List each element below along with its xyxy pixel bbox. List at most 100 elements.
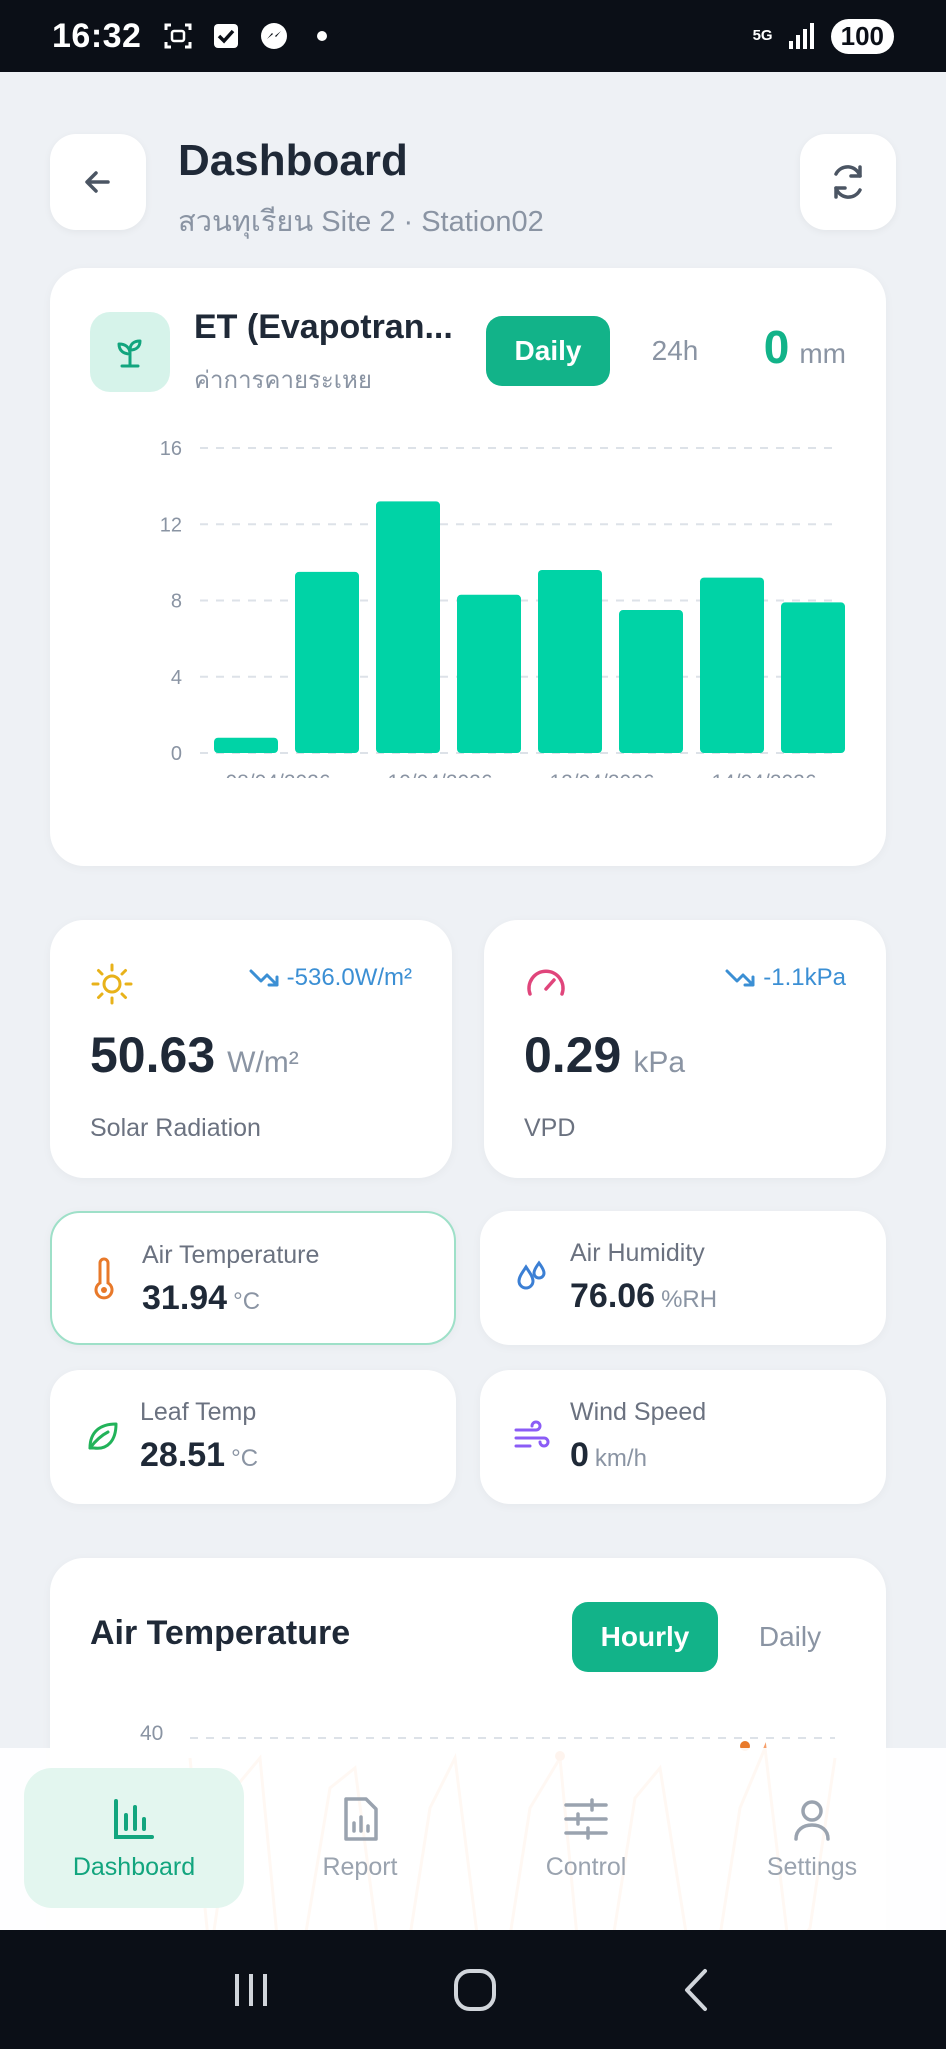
air-temperature-value: 31.94 °C — [142, 1279, 260, 1318]
wind-speed-unit: km/h — [594, 1445, 647, 1472]
et-bar[interactable] — [781, 602, 845, 753]
et-bar[interactable] — [538, 570, 602, 753]
et-card: ET (Evapotran... ค่าการคายระเหย Daily 24… — [50, 268, 886, 866]
sun-icon — [91, 963, 133, 1005]
recent-apps-icon[interactable] — [229, 1968, 273, 2012]
et-xtick-label: 14/04/2026 — [711, 771, 816, 778]
solar-trend-value: -536.0W/m² — [286, 964, 412, 991]
solar-label: Solar Radiation — [90, 1114, 261, 1142]
leaf-temp-number: 28.51 — [140, 1436, 226, 1474]
leaf-temp-value: 28.51 °C — [140, 1436, 258, 1475]
trend-down-icon — [725, 969, 755, 987]
et-tab-24h[interactable]: 24h — [651, 335, 699, 366]
messenger-icon — [259, 21, 289, 51]
back-nav-icon[interactable] — [677, 1967, 717, 2013]
et-ytick-label: 4 — [171, 667, 182, 689]
air-temperature-unit: °C — [233, 1288, 261, 1315]
nav-dashboard[interactable]: Dashboard — [24, 1768, 244, 1908]
bottom-navigation: Dashboard Report Control Settings — [0, 1748, 946, 1930]
et-bar[interactable] — [295, 571, 359, 753]
thermometer-icon — [82, 1257, 126, 1301]
network-type: 5G — [752, 27, 773, 44]
air-humidity-card[interactable]: Air Humidity 76.06 %RH — [480, 1211, 886, 1345]
page-header: Dashboard สวนทุเรียน Site 2 · Station02 — [50, 134, 896, 238]
battery-level: 100 — [830, 18, 894, 54]
leaf-icon — [80, 1414, 124, 1458]
air-tab-daily[interactable]: Daily — [758, 1621, 822, 1652]
screenshot-icon — [163, 21, 193, 51]
vpd-label: VPD — [524, 1114, 576, 1142]
et-bar-chart: 0 4 8 12 16 08/04/2026 10/04/2026 12/04/2026 14/… — [160, 438, 845, 778]
wind-speed-number: 0 — [570, 1436, 589, 1474]
et-ytick-label: 8 — [171, 591, 182, 613]
gauge-icon — [527, 969, 565, 996]
bar-chart-icon — [114, 1798, 154, 1839]
wind-speed-card[interactable]: Wind Speed 0 km/h — [480, 1370, 886, 1504]
et-bar[interactable] — [457, 594, 521, 753]
nav-report[interactable]: Report — [250, 1768, 470, 1908]
solar-radiation-card[interactable]: -536.0W/m² 50.63 W/m² Solar Radiation — [50, 920, 452, 1178]
vpd-value-unit: kPa — [633, 1046, 686, 1079]
nav-control[interactable]: Control — [476, 1768, 696, 1908]
air-temperature-card[interactable]: Air Temperature 31.94 °C — [50, 1211, 456, 1345]
nav-report-label: Report — [322, 1852, 398, 1881]
et-ytick-label: 12 — [160, 514, 182, 536]
sprout-icon — [90, 312, 170, 392]
leaf-temp-card[interactable]: Leaf Temp 28.51 °C — [50, 1370, 456, 1504]
wind-speed-label: Wind Speed — [570, 1398, 707, 1426]
air-temperature-label: Air Temperature — [142, 1241, 320, 1269]
system-navigation — [0, 1930, 946, 2049]
et-value-number: 0 — [763, 321, 790, 373]
vpd-trend: -1.1kPa — [725, 964, 846, 992]
refresh-button[interactable] — [800, 134, 896, 230]
refresh-icon — [834, 165, 862, 199]
signal-icon — [787, 21, 817, 51]
et-current-value: 0 mm — [764, 320, 846, 374]
et-bar[interactable] — [619, 610, 683, 753]
et-ytick-label: 0 — [171, 743, 182, 765]
droplets-icon — [510, 1255, 554, 1299]
wind-icon — [510, 1414, 554, 1458]
back-button[interactable] — [50, 134, 146, 230]
leaf-temp-label: Leaf Temp — [140, 1398, 257, 1426]
wind-speed-value: 0 km/h — [570, 1436, 647, 1475]
status-time: 16:32 — [52, 16, 142, 55]
air-humidity-label: Air Humidity — [570, 1239, 705, 1267]
air-humidity-value: 76.06 %RH — [570, 1277, 717, 1316]
solar-value-unit: W/m² — [227, 1046, 299, 1079]
et-bar[interactable] — [214, 737, 278, 753]
arrow-left-icon — [85, 171, 110, 193]
vpd-card[interactable]: -1.1kPa 0.29 kPa VPD — [484, 920, 886, 1178]
vpd-value-number: 0.29 — [524, 1027, 622, 1083]
air-tab-hourly[interactable]: Hourly — [572, 1602, 718, 1672]
home-icon[interactable] — [452, 1967, 498, 2013]
air-humidity-number: 76.06 — [570, 1277, 656, 1315]
et-ytick-label: 16 — [160, 438, 182, 460]
leaf-temp-unit: °C — [231, 1445, 259, 1472]
solar-trend: -536.0W/m² — [249, 964, 412, 992]
page-title: Dashboard — [178, 136, 408, 185]
dot-icon — [307, 21, 337, 51]
solar-value-number: 50.63 — [90, 1027, 216, 1083]
nav-control-label: Control — [545, 1852, 627, 1881]
et-bar[interactable] — [700, 577, 764, 753]
checkbox-icon — [211, 21, 241, 51]
user-icon — [794, 1799, 830, 1841]
et-bar[interactable] — [376, 501, 440, 753]
air-temperature-chart-title: Air Temperature — [90, 1614, 351, 1652]
et-xtick-label: 10/04/2026 — [387, 771, 492, 778]
vpd-value: 0.29 kPa — [524, 1026, 685, 1084]
page-subtitle: สวนทุเรียน Site 2 · Station02 — [178, 206, 544, 238]
sliders-icon — [564, 1797, 608, 1840]
et-value-unit: mm — [799, 338, 846, 369]
et-title: ET (Evapotran... — [194, 308, 453, 346]
solar-value: 50.63 W/m² — [90, 1026, 299, 1084]
vpd-trend-value: -1.1kPa — [763, 964, 846, 991]
air-humidity-unit: %RH — [661, 1286, 718, 1313]
nav-settings[interactable]: Settings — [702, 1768, 922, 1908]
air-chart-ytick-40: 40 — [140, 1722, 164, 1745]
et-xtick-label: 08/04/2026 — [225, 771, 330, 778]
et-subtitle: ค่าการคายระเหย — [194, 367, 372, 394]
air-temperature-number: 31.94 — [142, 1279, 228, 1317]
et-tab-daily[interactable]: Daily — [486, 316, 610, 386]
